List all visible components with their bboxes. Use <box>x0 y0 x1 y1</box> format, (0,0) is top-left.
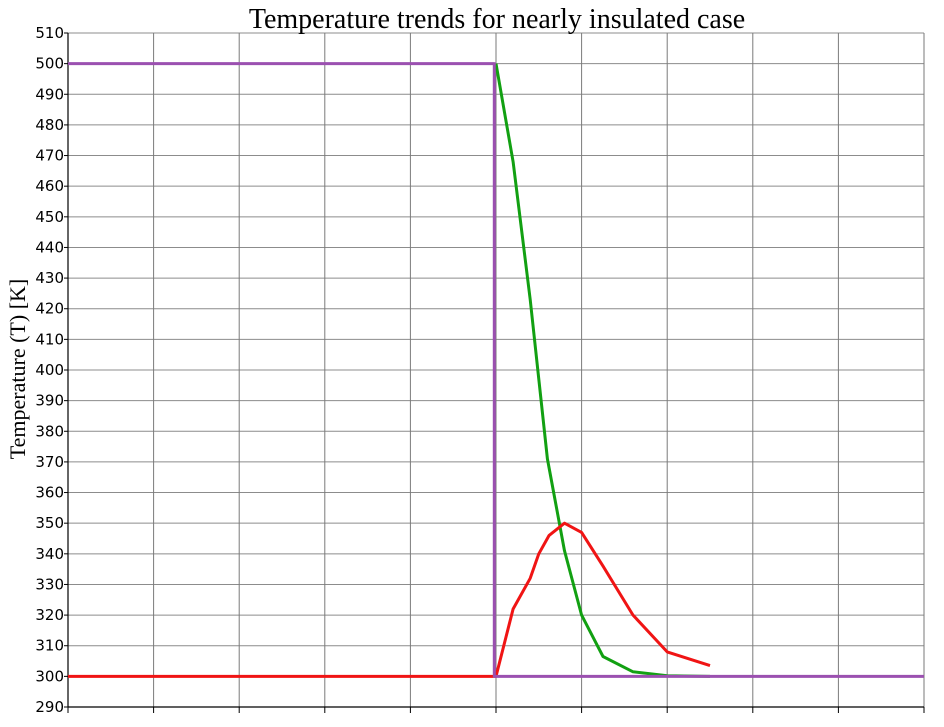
series-group <box>68 62 924 678</box>
series-line-2 <box>68 521 711 678</box>
y-tick-label: 490 <box>35 85 64 103</box>
series-line-3 <box>68 62 924 678</box>
y-tick-label: 390 <box>35 392 64 410</box>
y-tick-label: 500 <box>35 55 64 73</box>
y-tick-label: 440 <box>35 238 64 256</box>
y-tick-label: 330 <box>35 575 64 593</box>
y-tick-label: 470 <box>35 147 64 165</box>
y-tick-label: 450 <box>35 208 64 226</box>
y-tick-label: 420 <box>35 300 64 318</box>
y-tick-label: 430 <box>35 269 64 287</box>
series-line-1 <box>494 63 711 678</box>
y-tick-label: 400 <box>35 361 64 379</box>
chart-title: Temperature trends for nearly insulated … <box>249 4 745 35</box>
y-tick-label: 360 <box>35 484 64 502</box>
y-tick-label: 460 <box>35 177 64 195</box>
y-axis-label: Temperature (T) [K] <box>5 279 30 459</box>
y-tick-label: 350 <box>35 514 64 532</box>
y-ticks: 290 300 310 320 330 340 350 360 370 380 390 400 410 4… <box>35 24 68 716</box>
y-tick-label: 340 <box>35 545 64 563</box>
y-tick-label: 320 <box>35 606 64 624</box>
y-tick-label: 370 <box>35 453 64 471</box>
y-tick-label: 380 <box>35 422 64 440</box>
y-tick-label: 310 <box>35 637 64 655</box>
y-tick-label: 480 <box>35 116 64 134</box>
y-tick-label: 300 <box>35 667 64 685</box>
y-tick-label: 510 <box>35 24 64 42</box>
grid <box>67 32 925 708</box>
y-tick-label: 290 <box>35 698 64 716</box>
y-tick-label: 410 <box>35 330 64 348</box>
